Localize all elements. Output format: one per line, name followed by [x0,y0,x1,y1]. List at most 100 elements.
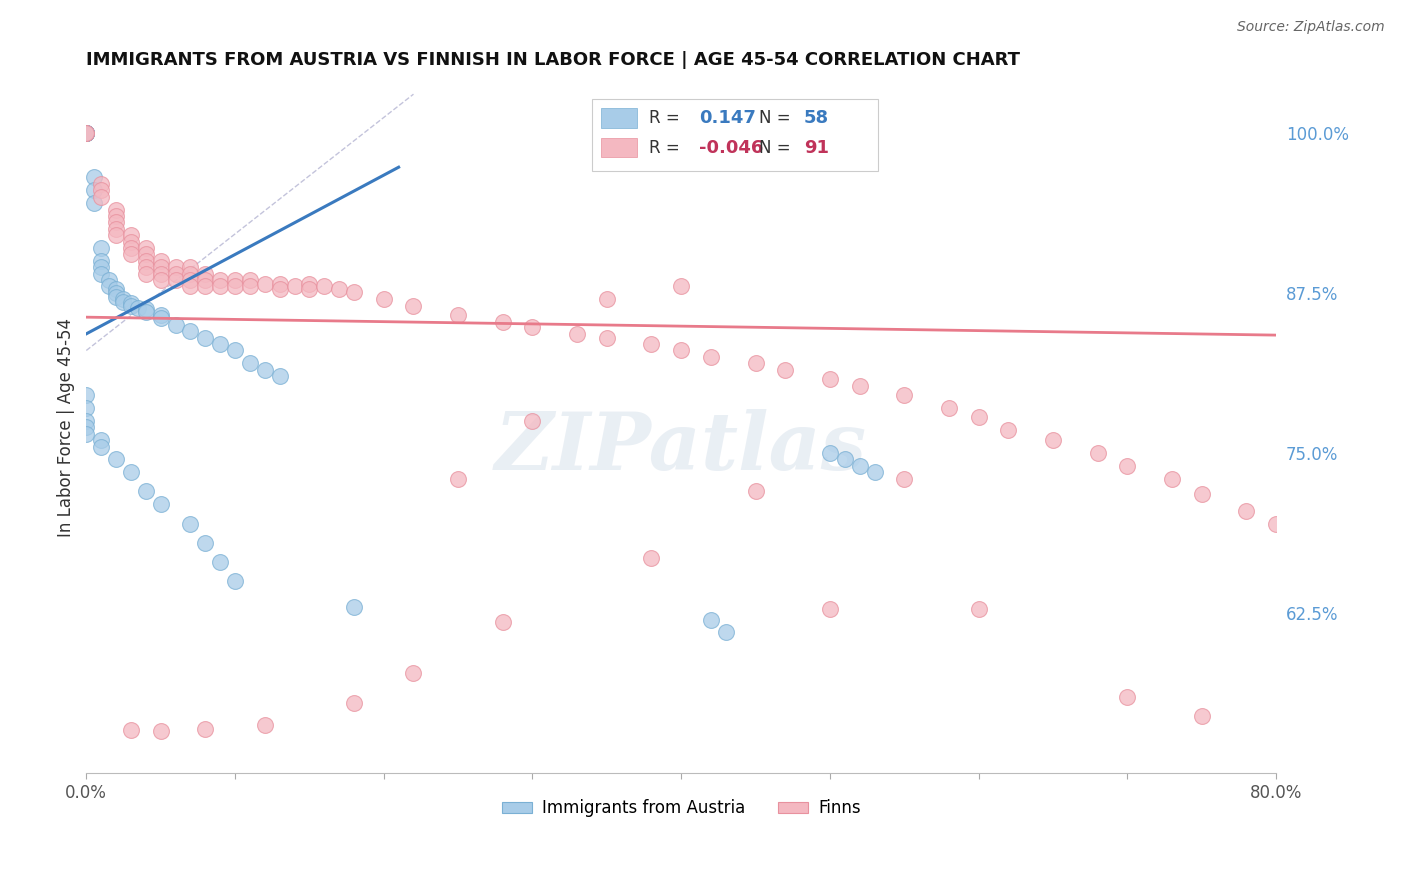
Point [165,318,187,332]
Point [209,273,232,287]
Point [135,484,157,499]
Point [967,602,990,616]
Point [194,535,217,549]
Point [1234,504,1257,518]
Point [75,126,97,140]
Point [179,260,201,275]
Point [700,350,723,364]
Point [105,215,128,229]
Point [75,426,97,441]
Point [90,253,112,268]
Point [165,273,187,287]
Bar [602,108,637,128]
Point [848,379,870,393]
Point [669,279,692,293]
Point [120,299,142,313]
Point [209,279,232,293]
Point [112,292,135,306]
Point [492,615,515,630]
Point [165,260,187,275]
Point [75,126,97,140]
Text: N =: N = [758,109,790,127]
Point [447,472,470,486]
Text: Source: ZipAtlas.com: Source: ZipAtlas.com [1237,20,1385,34]
Point [893,472,915,486]
Point [1116,458,1139,473]
Point [283,279,305,293]
Point [596,331,619,345]
Point [149,267,172,281]
Point [194,331,217,345]
Point [120,228,142,243]
Point [818,372,841,386]
Point [194,279,217,293]
Point [135,253,157,268]
Point [112,294,135,309]
Point [863,465,886,479]
Point [135,267,157,281]
Point [149,497,172,511]
Point [893,388,915,402]
Point [239,273,262,287]
Point [298,277,321,291]
Point [75,388,97,402]
Point [90,241,112,255]
Point [105,285,128,300]
Point [1161,472,1184,486]
Point [938,401,960,416]
Point [224,273,246,287]
Text: 0.147: 0.147 [699,109,756,127]
Point [402,666,425,681]
Point [105,209,128,223]
Point [75,401,97,416]
Point [640,551,662,566]
Point [269,369,291,384]
Point [269,282,291,296]
Point [135,305,157,319]
Point [314,279,336,293]
Point [149,253,172,268]
Point [97,273,120,287]
Point [1265,516,1288,531]
Point [75,126,97,140]
Point [343,599,366,614]
Point [75,126,97,140]
Point [149,273,172,287]
Point [492,315,515,329]
Point [135,302,157,317]
Point [669,343,692,358]
Point [90,434,112,448]
Point [120,235,142,249]
Point [596,292,619,306]
Point [328,282,350,296]
Text: R =: R = [650,139,681,158]
Point [105,228,128,243]
Point [149,260,172,275]
Point [997,423,1019,437]
Point [343,696,366,710]
Text: 58: 58 [804,109,830,127]
Point [75,126,97,140]
Point [90,267,112,281]
Point [120,296,142,310]
Point [75,126,97,140]
Text: -0.046: -0.046 [699,139,763,158]
Point [194,722,217,736]
Point [83,196,105,211]
Point [402,299,425,313]
Point [83,183,105,197]
Point [239,356,262,370]
Point [1116,690,1139,704]
Point [224,574,246,589]
Point [1191,487,1213,501]
Point [744,484,766,499]
Point [194,273,217,287]
Point [105,202,128,217]
Text: IMMIGRANTS FROM AUSTRIA VS FINNISH IN LABOR FORCE | AGE 45-54 CORRELATION CHART: IMMIGRANTS FROM AUSTRIA VS FINNISH IN LA… [86,51,1021,69]
Point [120,465,142,479]
Point [640,337,662,351]
FancyBboxPatch shape [592,99,877,171]
Point [834,452,856,467]
Point [90,190,112,204]
Point [373,292,395,306]
